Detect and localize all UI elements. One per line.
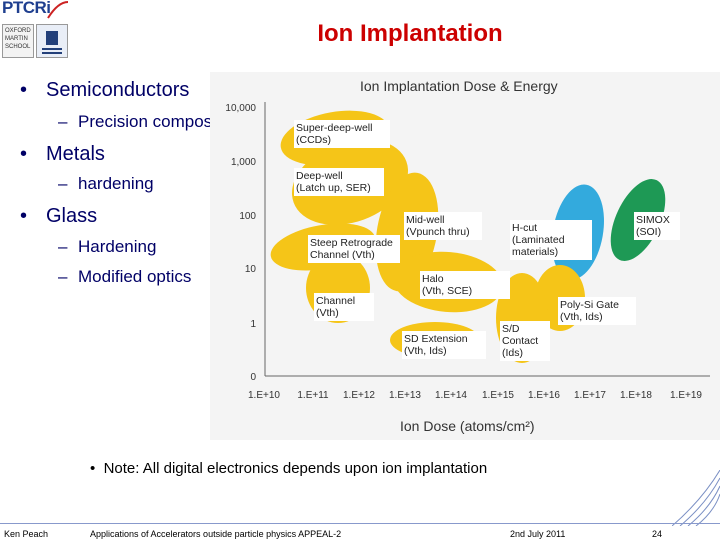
mid-well-label: (Vpunch thru)	[406, 226, 470, 238]
sub-bullet-precision: Precision composition	[78, 112, 244, 131]
footer-divider	[0, 523, 720, 524]
x-tick-label: 1.E+15	[482, 390, 514, 401]
footer-course: Applications of Accelerators outside par…	[90, 529, 342, 539]
corner-decoration-icon	[672, 470, 720, 526]
super-deep-well-label-box	[294, 120, 390, 148]
x-tick-label: 1.E+12	[343, 390, 375, 401]
channel-label: (Vth)	[316, 307, 339, 319]
x-tick-label: 1.E+16	[528, 390, 560, 401]
note-text: Note: All digital electronics depends up…	[103, 460, 488, 477]
note-bullet-marker: •	[90, 460, 104, 477]
bullet-marker: •	[20, 205, 28, 227]
slide-title: Ion Implantation	[317, 20, 503, 47]
sub-bullet-marker: –	[58, 174, 68, 193]
poly-si-gate-label-box	[558, 297, 636, 325]
diagram-title: Ion Implantation Dose & Energy	[360, 78, 558, 94]
y-tick-label: 0	[250, 372, 256, 383]
h-cut-label: H-cut	[512, 222, 537, 234]
sd-contact-label: S/D	[502, 323, 520, 335]
bullet-semiconductors: Semiconductors	[46, 79, 190, 101]
y-tick-label: 1	[250, 319, 256, 330]
y-tick-label: 100	[239, 211, 256, 222]
deep-well-label-box	[294, 168, 384, 196]
y-tick-label: 10,000	[225, 103, 256, 114]
x-tick-label: 1.E+19	[670, 390, 702, 401]
sd-contact-label: Contact	[502, 335, 538, 347]
x-tick-label: 1.E+10	[248, 390, 280, 401]
university-crest-icon	[36, 24, 68, 58]
x-tick-label: 1.E+13	[389, 390, 421, 401]
h-cut-label-box	[510, 220, 592, 260]
simox-label: SIMOX	[636, 214, 670, 226]
bullet-metals: Metals	[46, 143, 105, 165]
crest-line: MARTIN	[5, 36, 28, 42]
h-cut-label: (Laminated	[512, 234, 565, 246]
poly-si-gate-label: Poly-Si Gate	[560, 299, 619, 311]
y-tick-label: 10	[245, 264, 257, 275]
y-tick-label: 1,000	[231, 157, 256, 168]
deep-well-label: (Latch up, SER)	[296, 182, 371, 194]
ptcri-logo: PTCRi OXFORD MARTIN SCHOOL	[0, 0, 70, 60]
halo-label: (Vth, SCE)	[422, 285, 472, 297]
sd-extension-label-box	[402, 331, 486, 359]
mid-well-label-box	[404, 212, 482, 240]
steep-retrograde-label: Steep Retrograde	[310, 237, 393, 249]
halo-label-box	[420, 271, 510, 299]
crest-line: OXFORD	[5, 28, 31, 34]
channel-label: Channel	[316, 295, 355, 307]
steep-retrograde-label: Channel (Vth)	[310, 249, 375, 261]
footnote: • Note: All digital electronics depends …	[90, 460, 487, 477]
super-deep-well-label: (CCDs)	[296, 134, 331, 146]
simox-label-box	[634, 212, 680, 240]
mid-well-label: Mid-well	[406, 214, 445, 226]
sub-bullet-marker: –	[58, 267, 68, 286]
bullet-marker: •	[20, 143, 28, 165]
footer-author: Ken Peach	[4, 529, 49, 539]
sub-bullet-hardening: hardening	[78, 174, 154, 193]
bullet-marker: •	[20, 79, 28, 101]
sd-extension-label: (Vth, Ids)	[404, 345, 447, 357]
sd-contact-label: (Ids)	[502, 347, 523, 359]
logo-swoosh-icon	[47, 1, 69, 19]
halo-label: Halo	[422, 273, 444, 285]
h-cut-label: materials)	[512, 246, 558, 258]
sd-extension-label: SD Extension	[404, 333, 468, 345]
logo-text: PTCRi	[2, 0, 51, 17]
sub-bullet-marker: –	[58, 112, 68, 131]
bullet-glass: Glass	[46, 205, 98, 227]
footer-date: 2nd July 2011	[510, 529, 566, 539]
super-deep-well-label: Super-deep-well	[296, 122, 372, 134]
simox-label: (SOI)	[636, 226, 661, 238]
channel-label-box	[314, 293, 374, 321]
footer-page-number: 24	[652, 529, 663, 539]
crest-line: SCHOOL	[5, 44, 31, 50]
x-tick-label: 1.E+14	[435, 390, 467, 401]
sd-contact-label-box	[500, 321, 550, 361]
dose-energy-diagram: Ion Implantation Dose & Energy 10,000 1,…	[210, 72, 720, 440]
x-tick-label: 1.E+17	[574, 390, 606, 401]
sub-bullet-glass-hardening: Hardening	[78, 237, 157, 256]
oxford-martin-crest: OXFORD MARTIN SCHOOL	[2, 24, 34, 58]
sub-bullet-modified-optics: Modified optics	[78, 267, 192, 286]
x-tick-label: 1.E+18	[620, 390, 652, 401]
x-axis-label: Ion Dose (atoms/cm²)	[400, 418, 535, 434]
deep-well-label: Deep-well	[296, 170, 343, 182]
x-tick-label: 1.E+11	[297, 390, 329, 401]
poly-si-gate-label: (Vth, Ids)	[560, 311, 603, 323]
sub-bullet-marker: –	[58, 237, 68, 256]
steep-retrograde-label-box	[308, 235, 400, 263]
